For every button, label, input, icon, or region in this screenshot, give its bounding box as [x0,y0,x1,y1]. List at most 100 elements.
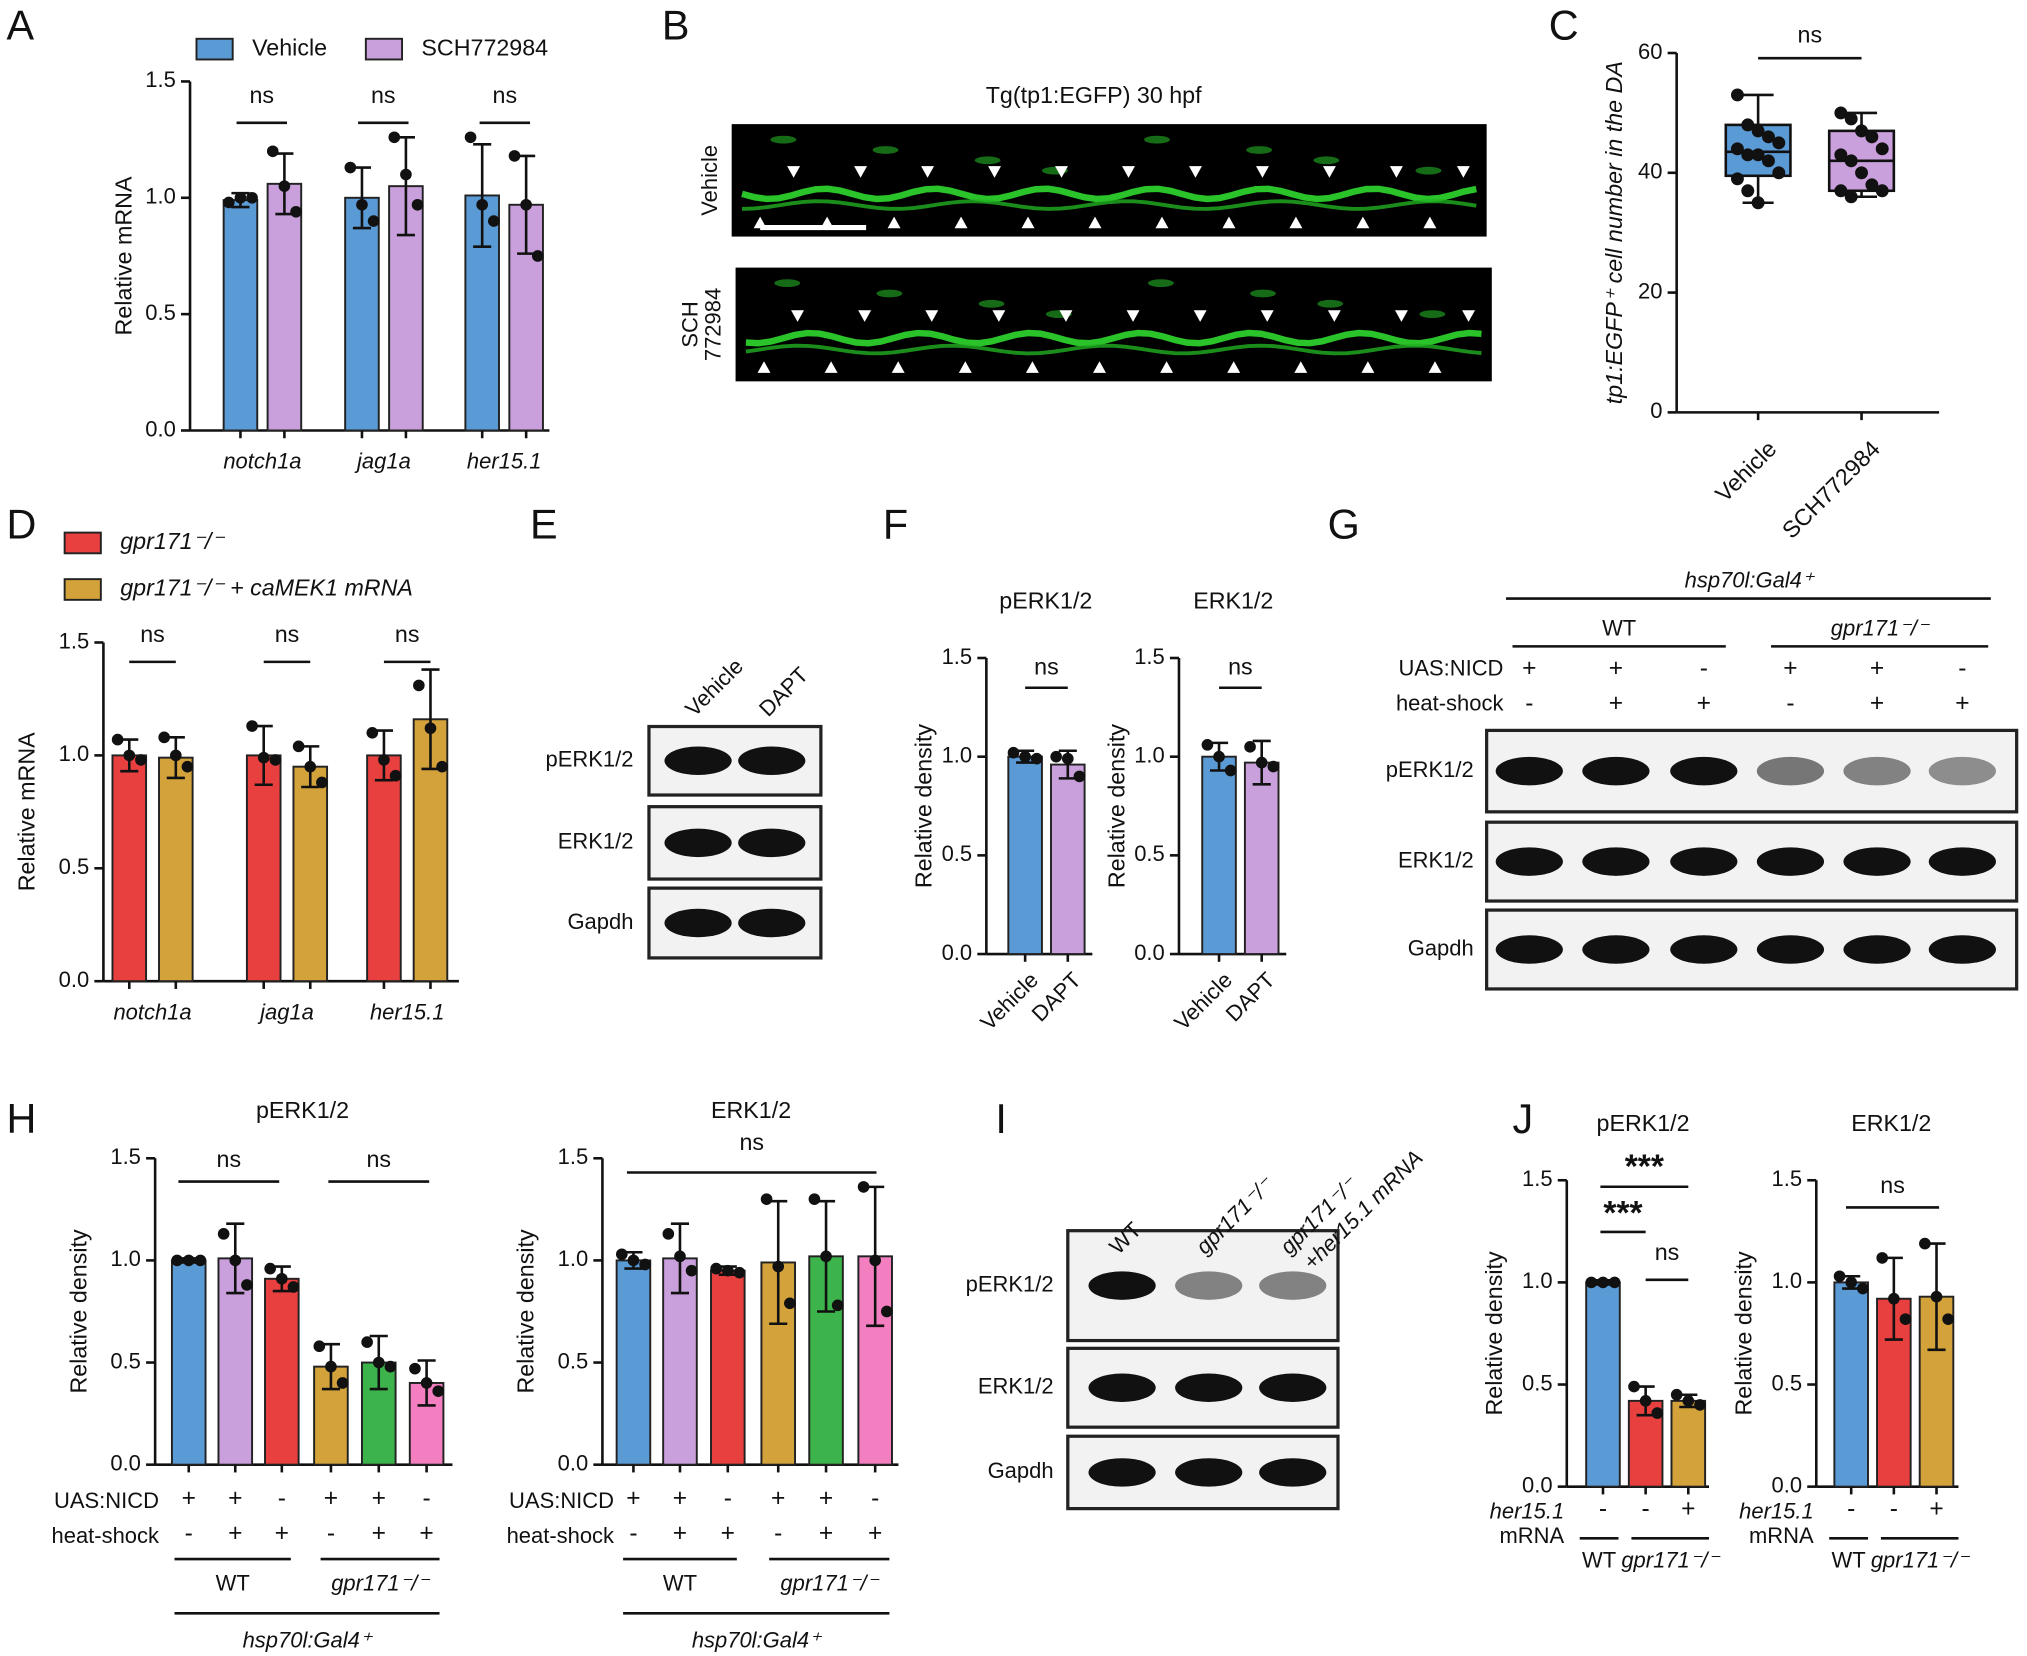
data-point [234,191,247,204]
data-point [1597,1276,1609,1289]
legend-swatch [195,37,234,61]
condition-label: UAS:NICD [54,1488,159,1513]
data-point [639,1258,651,1271]
legend-swatch [63,578,102,601]
legend-label: Vehicle [252,34,327,60]
band [1175,1271,1243,1300]
significance-label: *** [1603,1195,1643,1232]
y-tick-label: 0.5 [1772,1370,1803,1395]
cell-marker [1361,361,1375,373]
x-tick-label: Vehicle [1710,435,1781,506]
data-point [304,760,317,773]
significance-label: ns [1798,21,1823,47]
x-tick-label: notch1a [223,449,301,474]
micrograph [731,124,1487,237]
cell-marker [1394,310,1408,322]
band [1928,847,1996,876]
data-point [1844,154,1858,168]
bar [1007,755,1043,956]
data-point [880,1305,893,1318]
y-tick-label: 0.5 [110,1348,141,1373]
condition-sign: + [868,1520,882,1547]
data-point [1772,136,1786,150]
condition-label: heat-shock [52,1523,160,1548]
significance-label: ns [1034,653,1059,679]
cell-marker [891,361,905,373]
condition-sign: + [1609,690,1623,717]
data-point [1019,750,1031,763]
cell-marker [1059,310,1073,322]
panel-letter: D [6,501,36,547]
data-point [685,1264,698,1277]
chart-title: pERK1/2 [1597,1110,1690,1136]
data-point [181,760,194,773]
error-bar [473,142,492,248]
group-label: gpr171⁻/⁻ [780,1571,880,1596]
band [738,828,806,858]
condition-sign: + [324,1485,338,1512]
cell-signal [978,299,1005,308]
condition-sign: + [228,1485,242,1512]
data-point [721,1264,734,1277]
cell-marker [1025,361,1039,373]
data-point [367,215,380,227]
y-tick-label: 0.5 [1522,1370,1553,1395]
data-point [1834,106,1848,120]
condition-sign: - [1642,1495,1650,1522]
band [1088,1458,1156,1487]
legend-label: gpr171⁻/⁻ [120,528,225,554]
panel-letter: B [662,2,690,48]
data-point [246,191,258,204]
data-point [869,1254,881,1267]
condition-sign: - [1525,690,1533,717]
cell-marker [1456,166,1470,178]
cell-marker [1294,361,1308,373]
data-point [1741,118,1755,132]
condition-sign: + [1609,655,1623,682]
cell-signal [1317,299,1344,308]
y-axis-label: Relative density [911,724,937,888]
condition-label: UAS:NICD [1398,655,1503,680]
vessel-signal [745,343,1482,356]
row-label: ERK1/2 [978,1374,1054,1399]
data-point [1919,1237,1931,1250]
data-point [733,1266,746,1279]
significance-label: ns [217,1146,242,1172]
bar [710,1269,746,1466]
cell-marker [824,361,838,373]
cell-signal [774,279,801,287]
data-point [1844,112,1858,126]
significance-label: *** [1625,1149,1665,1186]
data-point [384,1360,397,1373]
condition-sign: + [1697,690,1711,717]
band [1670,756,1738,786]
cell-marker [1423,216,1437,229]
data-point [158,731,170,744]
data-point [1834,184,1848,198]
data-point [831,1299,844,1312]
condition-sign: + [372,1520,386,1547]
data-point [1608,1276,1621,1289]
y-tick-label: 1.5 [942,644,973,669]
data-point [627,1254,640,1267]
significance-label: ns [395,621,420,647]
y-axis-label: Relative density [1103,724,1129,888]
cell-marker [1122,166,1135,178]
data-point [476,198,489,211]
cell-signal [1313,156,1340,165]
data-point [1201,739,1214,751]
data-point [1845,1276,1858,1289]
y-tick-label: 0.5 [145,300,176,325]
panel-letter: H [6,1096,36,1142]
condition-sign: - [1786,690,1794,717]
band [1088,1271,1156,1300]
legend-swatch [63,531,102,555]
y-tick-label: 0.0 [59,967,90,992]
panel-letter: J [1512,1096,1533,1142]
row-label: Vehicle [697,145,722,216]
data-point [1761,154,1775,168]
data-point [361,1336,373,1348]
y-tick-label: 1.0 [1772,1268,1803,1293]
data-point [1030,752,1043,765]
panel-letter: I [995,1096,1006,1142]
